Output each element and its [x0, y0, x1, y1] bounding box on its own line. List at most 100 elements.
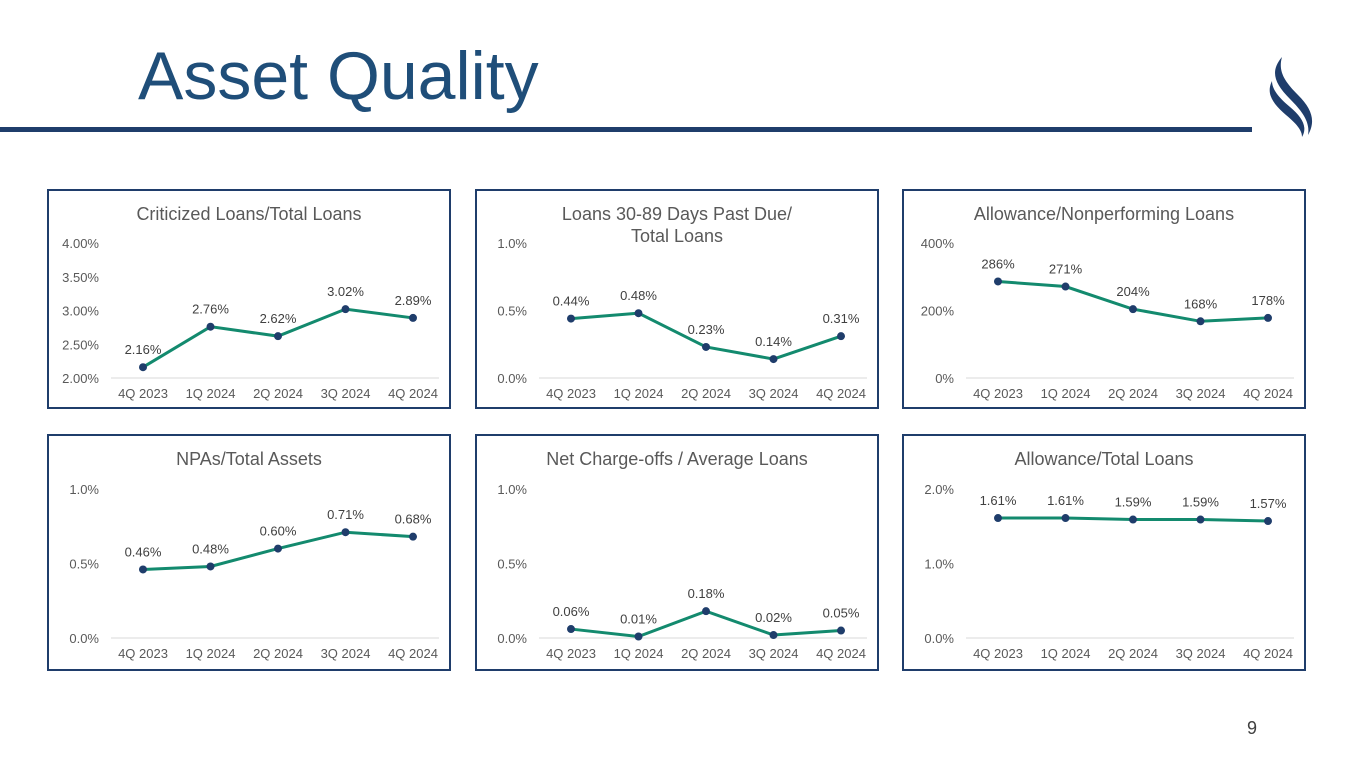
x-tick-label: 2Q 2024 [253, 386, 303, 401]
x-tick-label: 4Q 2023 [118, 646, 168, 661]
data-label: 0.68% [395, 512, 432, 527]
x-tick-label: 4Q 2024 [816, 646, 866, 661]
line-chart: 0% 200% 400% 4Q 2023 1Q 2024 2Q 2024 3Q 2024 4Q… [921, 236, 1294, 401]
data-point [139, 565, 147, 574]
data-label: 0.02% [755, 610, 792, 625]
x-tick-label: 4Q 2024 [1243, 386, 1293, 401]
data-point [634, 309, 643, 318]
x-tick-label: 4Q 2024 [816, 386, 866, 401]
x-tick-label: 2Q 2024 [1108, 646, 1158, 661]
company-logo-icon [1269, 57, 1313, 137]
x-tick-label: 1Q 2024 [1041, 646, 1091, 661]
data-label: 0.14% [755, 334, 792, 349]
data-label: 286% [981, 256, 1015, 271]
data-point [1129, 515, 1137, 524]
data-label: 271% [1049, 262, 1083, 277]
y-tick-label: 0.0% [497, 371, 527, 386]
chart-panel: 0.0% 0.5% 1.0% 4Q 2023 1Q 2024 2Q 2024 3Q 2024… [475, 434, 879, 671]
data-point [994, 277, 1002, 286]
data-label: 1.61% [980, 493, 1017, 508]
x-tick-label: 2Q 2024 [681, 646, 731, 661]
data-point [409, 532, 417, 541]
data-label: 2.16% [125, 342, 162, 357]
data-label: 0.46% [125, 544, 162, 559]
data-point [769, 631, 778, 640]
data-point [341, 305, 350, 314]
x-tick-label: 3Q 2024 [749, 646, 799, 661]
x-tick-label: 4Q 2023 [546, 386, 596, 401]
x-tick-label: 1Q 2024 [186, 386, 236, 401]
data-label: 0.18% [688, 586, 725, 601]
data-point [1196, 317, 1205, 326]
y-tick-label: 2.0% [924, 482, 954, 497]
y-tick-label: 3.00% [62, 304, 99, 319]
chart-title: Allowance/Total Loans [1014, 449, 1194, 469]
data-point [634, 632, 643, 641]
data-label: 1.57% [1250, 496, 1287, 511]
data-label: 0.31% [823, 311, 860, 326]
line-chart: 0.0% 0.5% 1.0% 4Q 2023 1Q 2024 2Q 2024 3Q 2024… [497, 236, 867, 401]
line-chart: 0.0% 0.5% 1.0% 4Q 2023 1Q 2024 2Q 2024 3Q 2024… [497, 482, 867, 661]
data-label: 3.02% [327, 284, 364, 299]
x-tick-label: 4Q 2024 [388, 646, 438, 661]
data-point [837, 626, 845, 635]
x-tick-label: 3Q 2024 [1176, 646, 1226, 661]
line-chart: 2.00% 2.50% 3.00% 3.50% 4.00% 4Q 2023 1Q 2024 2… [62, 236, 439, 401]
chart-title: Criticized Loans/Total Loans [136, 204, 362, 224]
data-point [567, 625, 575, 634]
data-label: 0.23% [688, 322, 725, 337]
data-label: 0.01% [620, 612, 657, 627]
data-label: 0.05% [823, 606, 860, 621]
data-label: 0.48% [620, 288, 657, 303]
data-point [139, 363, 147, 372]
data-point [1061, 514, 1070, 523]
x-tick-label: 4Q 2023 [118, 386, 168, 401]
data-point [206, 562, 215, 571]
chart-title: Allowance/Nonperforming Loans [973, 204, 1235, 224]
x-tick-label: 3Q 2024 [1176, 386, 1226, 401]
chart-title: Loans 30-89 Days Past Due/ Total Loans [561, 204, 793, 246]
y-tick-label: 0.5% [497, 557, 527, 572]
y-tick-label: 0.0% [69, 631, 99, 646]
data-label: 1.59% [1182, 495, 1219, 510]
data-point [1264, 517, 1272, 526]
chart-panel: 2.00% 2.50% 3.00% 3.50% 4.00% 4Q 2023 1Q 2024 2… [47, 189, 451, 409]
data-label: 0.06% [553, 604, 590, 619]
x-tick-label: 2Q 2024 [253, 646, 303, 661]
data-label: 2.62% [260, 311, 297, 326]
y-tick-label: 2.50% [62, 337, 99, 352]
x-tick-label: 2Q 2024 [681, 386, 731, 401]
chart-panel: 0.0% 0.5% 1.0% 4Q 2023 1Q 2024 2Q 2024 3Q 2024… [47, 434, 451, 671]
data-label: 0.44% [553, 294, 590, 309]
line-chart: 0.0% 1.0% 2.0% 4Q 2023 1Q 2024 2Q 2024 3Q 2024… [924, 482, 1294, 661]
page-number: 9 [1247, 718, 1258, 738]
data-label: 2.89% [395, 293, 432, 308]
y-tick-label: 1.0% [924, 557, 954, 572]
data-label: 0.71% [327, 507, 364, 522]
data-point [702, 342, 710, 351]
data-point [341, 528, 350, 537]
title-divider [0, 127, 1252, 132]
y-tick-label: 0% [935, 371, 954, 386]
y-tick-label: 1.0% [69, 482, 99, 497]
data-label: 1.59% [1115, 495, 1152, 510]
y-tick-label: 1.0% [497, 482, 527, 497]
x-tick-label: 4Q 2023 [973, 646, 1023, 661]
y-tick-label: 0.5% [69, 557, 99, 572]
data-label: 0.48% [192, 541, 229, 556]
data-point [274, 544, 282, 553]
data-point [567, 314, 575, 323]
data-label: 0.60% [260, 524, 297, 539]
y-tick-label: 0.0% [924, 631, 954, 646]
y-tick-label: 400% [921, 236, 955, 251]
data-point [274, 332, 282, 341]
x-tick-label: 4Q 2023 [546, 646, 596, 661]
x-tick-label: 2Q 2024 [1108, 386, 1158, 401]
y-tick-label: 1.0% [497, 236, 527, 251]
data-point [1264, 313, 1272, 322]
chart-panel: 0% 200% 400% 4Q 2023 1Q 2024 2Q 2024 3Q 2024 4Q… [902, 189, 1306, 409]
data-label: 204% [1116, 284, 1150, 299]
y-tick-label: 200% [921, 304, 955, 319]
data-point [702, 607, 710, 616]
x-tick-label: 1Q 2024 [186, 646, 236, 661]
